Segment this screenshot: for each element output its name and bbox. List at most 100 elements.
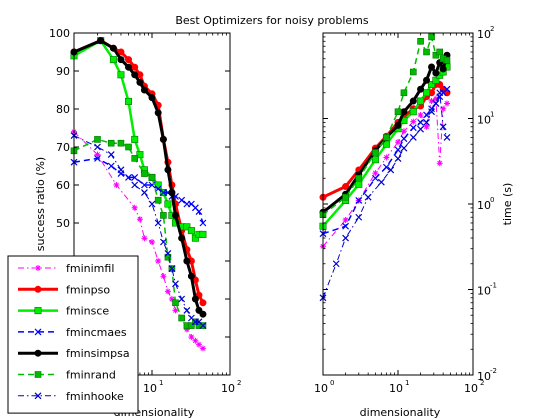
x-tick-exponent: 1 bbox=[405, 379, 409, 387]
left-series-fminimfil-point-15 bbox=[192, 337, 199, 344]
x-tick-exponent: 2 bbox=[480, 379, 484, 387]
right-series-fminimfil-point-6 bbox=[400, 128, 407, 135]
x-tick-label: 10 bbox=[221, 382, 235, 395]
right-series-fminsimpsa-point-6 bbox=[400, 108, 408, 116]
left-series-fmincmaes-point-1 bbox=[94, 154, 101, 162]
right-series-fminsimpsa-point-11 bbox=[432, 69, 440, 77]
y-tick-label: 100 bbox=[49, 27, 70, 40]
right-series-fmincmaes-point-2 bbox=[355, 197, 363, 204]
left-series-fminsce-point-19 bbox=[199, 230, 207, 238]
legend-label: fminhooke bbox=[66, 390, 124, 403]
right-series-fminsimpsa-point-13 bbox=[439, 65, 447, 73]
right-series-fminhooke-point-1 bbox=[332, 260, 340, 268]
y-tick-exponent: -2 bbox=[490, 367, 497, 375]
legend-label: fmincmaes bbox=[66, 326, 127, 339]
left-series-fminsimpsa-point-5 bbox=[131, 71, 139, 79]
left-series-fminhooke-point-11 bbox=[172, 280, 179, 288]
left-series-fminhooke-line bbox=[73, 135, 204, 326]
left-series-fminsce-point-17 bbox=[191, 234, 199, 242]
y-tick-exponent: 2 bbox=[490, 25, 494, 33]
left-series-fminhooke-point-8 bbox=[159, 238, 167, 246]
x-tick-exponent: 1 bbox=[159, 379, 163, 387]
right-series-fminimfil-point-12 bbox=[436, 160, 443, 167]
legend-label: fminsimpsa bbox=[66, 347, 130, 360]
right-series-fminhooke-point-10 bbox=[417, 125, 425, 133]
left-series-fminimfil-point-13 bbox=[183, 326, 190, 333]
y-tick-label: 10 bbox=[477, 28, 491, 41]
right-series-fminhooke-point-2 bbox=[342, 234, 350, 242]
right-series-fminsce-point-8 bbox=[417, 97, 425, 105]
x-tick-label: 10 bbox=[389, 382, 403, 395]
y-tick-exponent: 0 bbox=[490, 196, 494, 204]
left-series-fminrand-point-9 bbox=[160, 212, 167, 219]
right-series-fminimfil-point-10 bbox=[428, 98, 435, 105]
left-series-fminimfil-point-5 bbox=[141, 235, 148, 242]
right-series-fminrand-point-5 bbox=[394, 108, 402, 116]
left-series-fmincmaes-point-17 bbox=[195, 208, 203, 216]
left-series-fminimfil-point-16 bbox=[195, 341, 202, 348]
left-series-fminrand-point-1 bbox=[94, 136, 101, 143]
left-series-fminpso-point-3 bbox=[117, 48, 125, 56]
right-series-fminhooke-point-16 bbox=[443, 134, 451, 141]
left-series-fminrand-point-4 bbox=[125, 143, 132, 151]
left-series-fminsimpsa-point-19 bbox=[199, 310, 207, 318]
right-series-fminimfil-point-1 bbox=[342, 216, 349, 223]
left-series-fminrand-point-13 bbox=[178, 314, 185, 322]
legend-fminrand-point-0 bbox=[34, 371, 42, 378]
left-series-fminhooke bbox=[70, 132, 207, 330]
right-series-fmincmaes-point-10 bbox=[428, 105, 435, 113]
left-series-fminrand-point-7 bbox=[148, 174, 156, 181]
left-series-fminimfil bbox=[71, 128, 206, 352]
right-series-fminrand-point-7 bbox=[410, 68, 417, 76]
legend-entry-fminimfil: fminimfil bbox=[18, 262, 114, 275]
left-series-fminsimpsa-point-7 bbox=[140, 86, 148, 94]
right-series-fminhooke-point-13 bbox=[432, 100, 440, 107]
right-series-fminhooke-point-4 bbox=[364, 193, 372, 201]
left-series-fminrand-point-3 bbox=[117, 139, 125, 147]
right-series-fminsce-point-10 bbox=[428, 80, 436, 88]
left-series-fminimfil-point-9 bbox=[164, 288, 171, 295]
left-series-fmincmaes-point-18 bbox=[199, 219, 207, 227]
legend-label: fminsce bbox=[66, 305, 109, 318]
left-series-fminhooke-point-2 bbox=[107, 151, 115, 159]
left-series-fminimfil-point-4 bbox=[136, 216, 143, 223]
right-series-fminimfil-point-9 bbox=[423, 123, 430, 130]
x-tick-exponent: 2 bbox=[237, 379, 241, 387]
left-series-fminsce-point-3 bbox=[117, 71, 125, 79]
right-series-fminimfil-point-13 bbox=[440, 105, 447, 112]
right-series-fminrand-point-2 bbox=[355, 174, 363, 182]
left-series-fminpso-point-19 bbox=[199, 299, 207, 307]
y-tick-label: 10 bbox=[477, 285, 491, 298]
x-tick-label: 10 bbox=[143, 382, 157, 395]
right-series-fminsimpsa-point-5 bbox=[394, 121, 402, 129]
right-series-fminsce-point-2 bbox=[355, 180, 363, 188]
left-axes: 100101102102030405060708090100 success r… bbox=[34, 27, 241, 419]
right-axes: 10 0 10 1 10 210 -210 -110 010 110 2 time (s) dime… bbox=[314, 25, 514, 419]
left-series-fmincmaes-point-5 bbox=[131, 173, 139, 181]
right-series-fminrand-point-6 bbox=[400, 89, 408, 97]
right-series-fminimfil-point-7 bbox=[410, 118, 417, 125]
left-series-fminimfil-point-2 bbox=[113, 182, 120, 188]
right-series-fminsce-point-11 bbox=[432, 76, 440, 84]
left-series-fminhooke-point-13 bbox=[183, 306, 191, 314]
right-series-fminhooke-point-7 bbox=[394, 155, 402, 162]
right-plot-series bbox=[319, 33, 451, 302]
right-series-fminrand-point-14 bbox=[443, 56, 451, 64]
left-series-fminimfil-point-14 bbox=[188, 334, 195, 340]
left-series-fminsimpsa-point-6 bbox=[136, 78, 144, 86]
left-series-fminsce-point-16 bbox=[187, 227, 195, 235]
right-y-axis-label: time (s) bbox=[501, 183, 514, 226]
left-series-fminimfil-point-11 bbox=[172, 307, 179, 314]
left-series-fminsimpsa-point-11 bbox=[164, 166, 172, 174]
right-x-axis-label: dimensionality bbox=[360, 406, 441, 419]
left-series-fminsce-point-5 bbox=[131, 135, 139, 143]
left-plot-series bbox=[70, 37, 207, 352]
right-series-fminimfil-point-5 bbox=[395, 139, 401, 146]
x-tick-label: 10 bbox=[464, 382, 478, 395]
left-series-fminrand-point-6 bbox=[141, 170, 148, 177]
y-tick-label: 80 bbox=[56, 103, 70, 116]
right-series-fminrand-point-3 bbox=[372, 149, 379, 156]
left-series-fminpso-point-5 bbox=[131, 63, 139, 71]
left-series-fminhooke-point-17 bbox=[199, 322, 207, 330]
left-series-fminsimpsa-point-4 bbox=[125, 63, 133, 71]
